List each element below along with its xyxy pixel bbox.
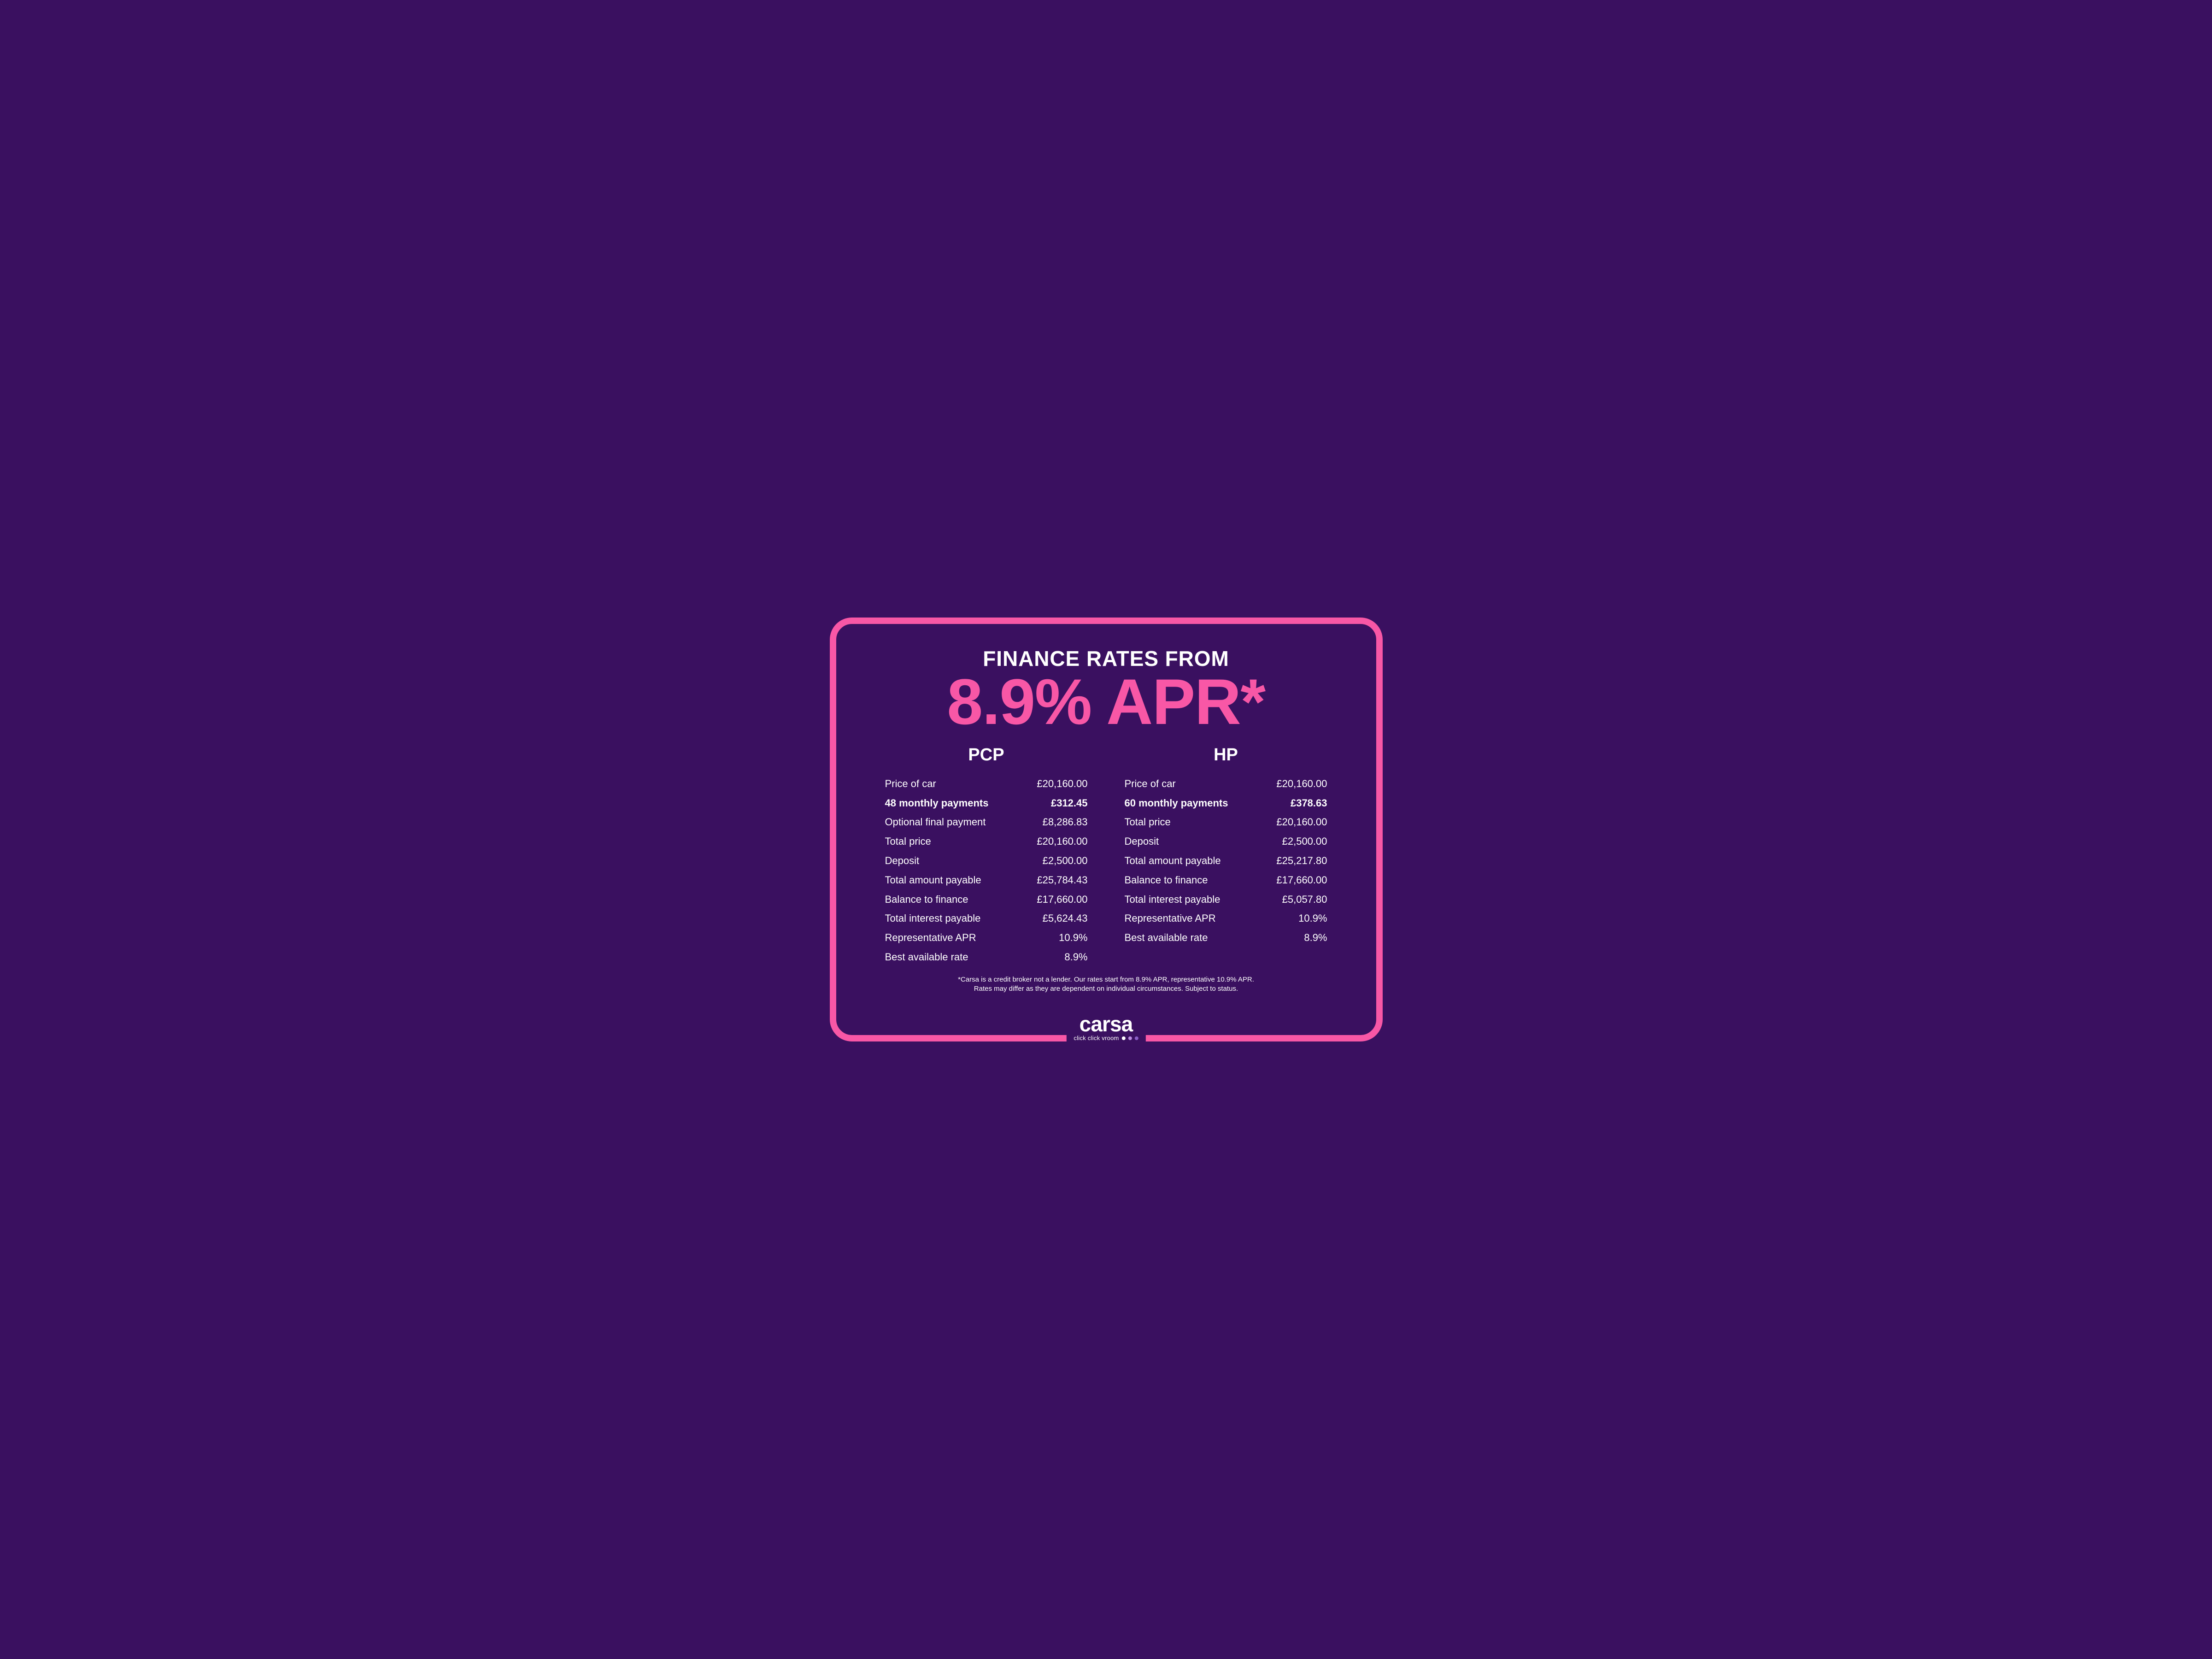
- table-row: Balance to finance £17,660.00: [885, 890, 1088, 909]
- row-label: Total amount payable: [885, 871, 981, 890]
- row-label: Price of car: [1125, 774, 1176, 794]
- row-label: Deposit: [1125, 832, 1159, 851]
- table-row: Balance to finance £17,660.00: [1125, 871, 1327, 890]
- row-label: Total price: [885, 832, 931, 851]
- row-label: Deposit: [885, 851, 920, 871]
- table-row: Total price £20,160.00: [885, 832, 1088, 851]
- finance-rates-card: FINANCE RATES FROM 8.9% APR* PCPPrice of…: [830, 618, 1383, 1041]
- row-label: Total amount payable: [1125, 851, 1221, 871]
- row-value: 10.9%: [1298, 909, 1327, 928]
- row-value: £20,160.00: [1037, 774, 1087, 794]
- row-value: £25,217.80: [1276, 851, 1327, 871]
- row-value: £378.63: [1291, 794, 1327, 813]
- row-label: Representative APR: [885, 928, 976, 947]
- headline-apr: 8.9% APR*: [947, 671, 1265, 732]
- table-row: Total amount payable £25,217.80: [1125, 851, 1327, 871]
- brand-tagline-row: click click vroom: [1074, 1035, 1138, 1041]
- dot-icon: [1122, 1036, 1126, 1040]
- brand-logo-wrap: carsa click click vroom: [1066, 1015, 1145, 1041]
- row-label: Balance to finance: [885, 890, 968, 909]
- table-row: Deposit £2,500.00: [885, 851, 1088, 871]
- finance-columns: PCPPrice of car£20,160.0048 monthly paym…: [864, 745, 1349, 967]
- table-row: Optional final payment £8,286.83: [885, 812, 1088, 832]
- table-row: Price of car £20,160.00: [885, 774, 1088, 794]
- row-value: 8.9%: [1064, 947, 1087, 967]
- column-title: HP: [1125, 745, 1327, 765]
- table-row: Representative APR 10.9%: [885, 928, 1088, 947]
- finance-column: PCPPrice of car£20,160.0048 monthly paym…: [885, 745, 1088, 967]
- dot-icon: [1135, 1036, 1138, 1040]
- row-value: £2,500.00: [1043, 851, 1088, 871]
- table-row: Best available rate 8.9%: [1125, 928, 1327, 947]
- dot-icon: [1128, 1036, 1132, 1040]
- row-label: Total interest payable: [885, 909, 981, 928]
- brand-tagline: click click vroom: [1074, 1035, 1119, 1041]
- column-title: PCP: [885, 745, 1088, 765]
- table-row: 60 monthly payments £378.63: [1125, 794, 1327, 813]
- table-row: Total interest payable £5,624.43: [885, 909, 1088, 928]
- row-value: £8,286.83: [1043, 812, 1088, 832]
- row-label: Best available rate: [885, 947, 968, 967]
- table-row: 48 monthly payments £312.45: [885, 794, 1088, 813]
- row-value: £17,660.00: [1037, 890, 1087, 909]
- table-row: Total price £20,160.00: [1125, 812, 1327, 832]
- finance-column: HPPrice of car£20,160.0060 monthly payme…: [1125, 745, 1327, 967]
- row-value: £17,660.00: [1276, 871, 1327, 890]
- row-value: £20,160.00: [1276, 774, 1327, 794]
- table-row: Best available rate 8.9%: [885, 947, 1088, 967]
- row-label: Price of car: [885, 774, 936, 794]
- row-value: £20,160.00: [1037, 832, 1087, 851]
- disclaimer-line-2: Rates may differ as they are dependent o…: [958, 984, 1254, 994]
- row-label: Total price: [1125, 812, 1171, 832]
- table-row: Deposit £2,500.00: [1125, 832, 1327, 851]
- row-value: £5,057.80: [1282, 890, 1327, 909]
- row-value: 8.9%: [1304, 928, 1327, 947]
- row-label: 48 monthly payments: [885, 794, 989, 813]
- row-label: Total interest payable: [1125, 890, 1220, 909]
- row-value: £5,624.43: [1043, 909, 1088, 928]
- row-value: £25,784.43: [1037, 871, 1087, 890]
- table-row: Total amount payable £25,784.43: [885, 871, 1088, 890]
- disclaimer: *Carsa is a credit broker not a lender. …: [958, 975, 1254, 994]
- table-row: Price of car £20,160.00: [1125, 774, 1327, 794]
- row-value: £2,500.00: [1282, 832, 1327, 851]
- row-label: Best available rate: [1125, 928, 1208, 947]
- row-value: 10.9%: [1059, 928, 1087, 947]
- disclaimer-line-1: *Carsa is a credit broker not a lender. …: [958, 975, 1254, 984]
- row-label: Optional final payment: [885, 812, 986, 832]
- row-value: £312.45: [1051, 794, 1088, 813]
- row-label: Balance to finance: [1125, 871, 1208, 890]
- row-label: 60 monthly payments: [1125, 794, 1228, 813]
- brand-logo: carsa: [1080, 1015, 1133, 1034]
- table-row: Representative APR 10.9%: [1125, 909, 1327, 928]
- table-row: Total interest payable £5,057.80: [1125, 890, 1327, 909]
- row-value: £20,160.00: [1276, 812, 1327, 832]
- row-label: Representative APR: [1125, 909, 1216, 928]
